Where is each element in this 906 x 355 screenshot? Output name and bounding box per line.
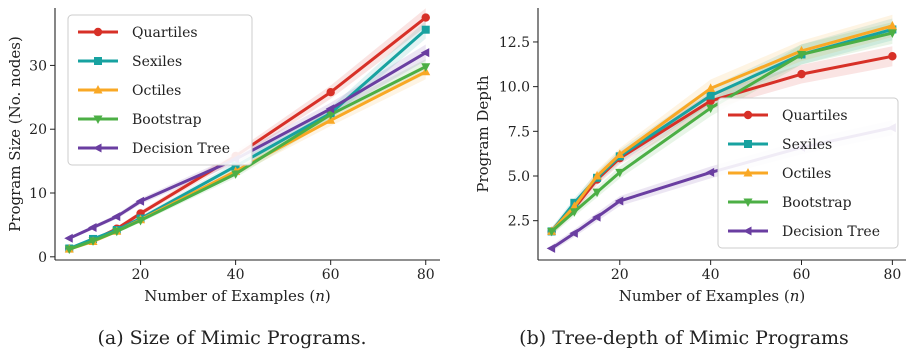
point-quartiles <box>797 69 806 79</box>
point-decision-tree <box>111 212 121 222</box>
point-bootstrap <box>421 63 431 72</box>
point-octiles <box>569 201 579 210</box>
y-tick-label: 0 <box>38 250 47 266</box>
legend: Quartiles Sexiles Octiles Bootstrap Decision… <box>717 97 899 249</box>
band-bootstrap <box>551 22 893 236</box>
legend-marker-quartiles <box>93 27 103 37</box>
legend-label-decision-tree: Decision Tree <box>782 224 880 240</box>
legend-marker-bootstrap <box>743 198 753 207</box>
point-sexiles <box>706 91 715 100</box>
y-tick-label: 12.5 <box>499 35 530 51</box>
point-bootstrap <box>136 216 146 226</box>
legend-marker-sexiles <box>744 140 752 148</box>
y-tick-label: 5.0 <box>508 169 530 185</box>
point-sexiles <box>231 162 240 171</box>
point-bootstrap <box>547 227 557 237</box>
point-octiles <box>592 171 602 180</box>
legend-label-sexiles: Sexiles <box>782 137 832 153</box>
point-quartiles <box>888 52 897 61</box>
legend-label-octiles: Octiles <box>132 83 181 99</box>
legend-marker-octiles <box>743 168 753 177</box>
legend-label-quartiles: Quartiles <box>782 108 848 124</box>
legend-label-quartiles: Quartiles <box>132 25 198 41</box>
x-axis-label: Number of Examples (n) <box>144 287 330 305</box>
point-decision-tree <box>614 196 624 206</box>
legend: Quartiles Sexiles Octiles Bootstrap Decision… <box>67 14 253 166</box>
point-decision-tree <box>705 167 715 177</box>
legend-label-sexiles: Sexiles <box>132 54 182 70</box>
point-bootstrap <box>112 227 122 237</box>
legend-box <box>717 97 899 249</box>
point-sexiles <box>421 25 430 34</box>
point-bootstrap <box>64 245 74 255</box>
band-octiles <box>551 14 893 236</box>
x-tick-label: 60 <box>793 267 811 283</box>
point-bootstrap <box>615 168 625 178</box>
legend-marker-octiles <box>93 85 103 94</box>
point-decision-tree <box>592 212 601 222</box>
y-tick-label: 30 <box>29 58 47 74</box>
legend-marker-sexiles <box>94 57 102 65</box>
point-decision-tree <box>325 104 335 114</box>
point-decision-tree <box>569 228 578 238</box>
point-decision-tree <box>88 222 97 232</box>
legend-label-bootstrap: Bootstrap <box>782 195 852 211</box>
legend-label-bootstrap: Bootstrap <box>132 112 202 128</box>
y-tick-label: 20 <box>29 122 47 138</box>
x-tick-label: 40 <box>702 267 720 283</box>
point-quartiles <box>326 88 335 97</box>
point-octiles <box>706 83 716 92</box>
point-bootstrap <box>231 170 241 179</box>
x-tick-label: 60 <box>322 267 340 283</box>
point-bootstrap <box>797 50 807 60</box>
point-bootstrap <box>706 104 716 114</box>
legend-marker-decision-tree <box>93 143 102 153</box>
band-decision-tree <box>69 44 426 240</box>
y-tick-label: 10.0 <box>499 80 530 96</box>
band-quartiles <box>551 46 893 236</box>
y-tick-label: 10 <box>29 186 47 202</box>
legend-marker-quartiles <box>743 110 753 120</box>
caption-a: (a) Size of Mimic Programs. <box>97 327 366 349</box>
point-bootstrap <box>592 188 602 198</box>
point-bootstrap <box>887 29 897 39</box>
point-octiles <box>615 149 625 159</box>
y-tick-label: 2.5 <box>508 214 530 230</box>
legend-marker-bootstrap <box>93 115 103 124</box>
y-axis-label: Program Depth <box>474 75 492 193</box>
legend-marker-decision-tree <box>743 226 752 236</box>
point-bootstrap <box>569 208 579 217</box>
x-axis-label: Number of Examples (n) <box>619 287 805 305</box>
legend-label-octiles: Octiles <box>782 166 831 182</box>
point-quartiles <box>421 13 430 22</box>
point-decision-tree <box>546 243 556 253</box>
point-octiles <box>887 20 897 30</box>
y-tick-label: 7.5 <box>508 124 530 140</box>
x-tick-label: 20 <box>611 267 629 283</box>
point-decision-tree <box>64 233 73 243</box>
y-axis-label: Program Size (No. nodes) <box>6 36 24 232</box>
legend-label-decision-tree: Decision Tree <box>132 141 230 157</box>
chart-size: 20 40 60 80 0 10 20 30 Number of Examples (n) Pro… <box>6 8 440 305</box>
legend-box <box>67 14 253 166</box>
point-bootstrap <box>326 111 336 120</box>
caption-b: (b) Tree-depth of Mimic Programs <box>519 327 849 349</box>
point-decision-tree <box>135 196 145 206</box>
point-sexiles <box>888 25 897 34</box>
point-decision-tree <box>420 48 430 58</box>
x-tick-label: 20 <box>132 267 150 283</box>
point-bootstrap <box>88 237 98 246</box>
x-tick-label: 80 <box>417 267 435 283</box>
x-tick-label: 40 <box>227 267 245 283</box>
x-tick-label: 80 <box>883 267 901 283</box>
chart-depth: 20 40 60 80 2.5 5.0 7.5 10.0 12.5 Number of Examp… <box>474 8 906 305</box>
